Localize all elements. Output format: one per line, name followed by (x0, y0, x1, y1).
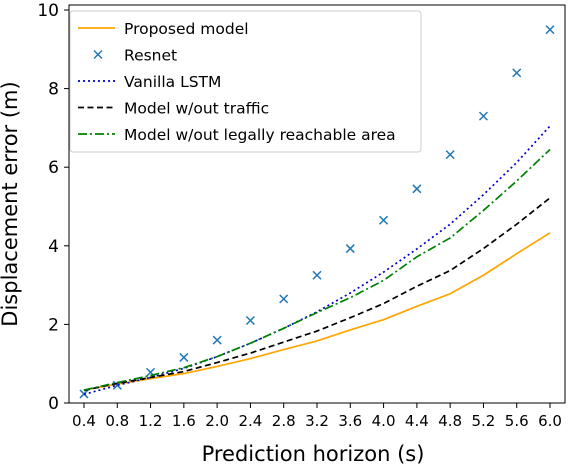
data-point-marker (212, 335, 222, 345)
x-tick-label: 3.2 (305, 412, 329, 430)
data-point-marker (445, 150, 455, 160)
data-point-marker (478, 111, 488, 121)
data-point-marker (312, 270, 322, 280)
series-model-w-out-traffic (83, 197, 551, 392)
series-model-w-out-legally-reachable-area (83, 148, 551, 391)
y-axis-ticks: 0 2 4 6 8 10 (37, 1, 69, 414)
legend-label: Model w/out traffic (124, 100, 269, 118)
data-point-marker (279, 294, 289, 304)
data-point-marker (179, 352, 189, 362)
x-tick-label: 5.2 (472, 412, 496, 430)
series-resnet (79, 25, 555, 399)
legend-label: Proposed model (124, 20, 249, 38)
legend-label: Resnet (124, 47, 177, 65)
x-tick-label: 0.4 (72, 412, 96, 430)
series-line (83, 148, 551, 391)
data-point-marker (245, 315, 255, 326)
x-tick-label: 2.8 (272, 412, 296, 430)
series-layer (79, 25, 555, 399)
legend: Proposed model Resnet Vanilla LSTM Model w/… (69, 10, 422, 153)
legend-label: Model w/out legally reachable area (124, 126, 396, 144)
x-tick-label: 3.6 (338, 412, 362, 430)
data-point-marker (512, 68, 522, 78)
series-proposed-model (83, 232, 551, 391)
series-line (83, 197, 551, 392)
y-axis-label: Displacement error (m) (0, 81, 22, 326)
x-tick-label: 1.2 (139, 412, 163, 430)
x-tick-label: 5.6 (505, 412, 529, 430)
x-tick-label: 0.8 (105, 412, 129, 430)
y-tick-label: 2 (48, 315, 59, 335)
y-tick-label: 0 (48, 394, 59, 414)
data-point-marker (379, 215, 389, 225)
legend-label: Vanilla LSTM (124, 73, 221, 91)
x-tick-label: 4.0 (372, 412, 396, 430)
data-point-marker (345, 244, 355, 254)
series-line (83, 232, 551, 391)
x-tick-label: 6.0 (538, 412, 562, 430)
x-tick-label: 4.8 (438, 412, 462, 430)
x-tick-label: 1.6 (172, 412, 196, 430)
series-vanilla-lstm (83, 125, 551, 396)
y-tick-label: 10 (37, 1, 59, 21)
y-tick-label: 8 (48, 80, 59, 100)
data-point-marker (545, 25, 555, 35)
y-tick-label: 4 (48, 237, 59, 257)
legend-marker (93, 49, 103, 60)
data-point-marker (412, 184, 422, 194)
x-tick-label: 2.4 (238, 412, 262, 430)
y-tick-label: 6 (48, 158, 59, 178)
x-axis-ticks: 0.4 0.8 1.2 1.6 2.0 2.4 2.8 3.2 3.6 4.0 4.4 4.8 5.2 5… (72, 403, 562, 430)
x-tick-label: 4.4 (405, 412, 429, 430)
series-line (83, 125, 551, 396)
x-tick-label: 2.0 (205, 412, 229, 430)
x-axis-label: Prediction horizon (s) (202, 442, 425, 466)
legend-box (69, 10, 422, 153)
